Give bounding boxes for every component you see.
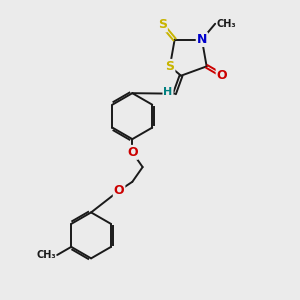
Text: O: O	[127, 146, 138, 159]
Text: N: N	[197, 33, 207, 46]
Text: S: S	[158, 18, 167, 32]
Text: H: H	[164, 87, 172, 97]
Text: S: S	[165, 60, 174, 73]
Text: CH₃: CH₃	[217, 19, 236, 29]
Text: CH₃: CH₃	[36, 250, 56, 260]
Text: O: O	[217, 69, 227, 82]
Text: O: O	[114, 184, 124, 197]
